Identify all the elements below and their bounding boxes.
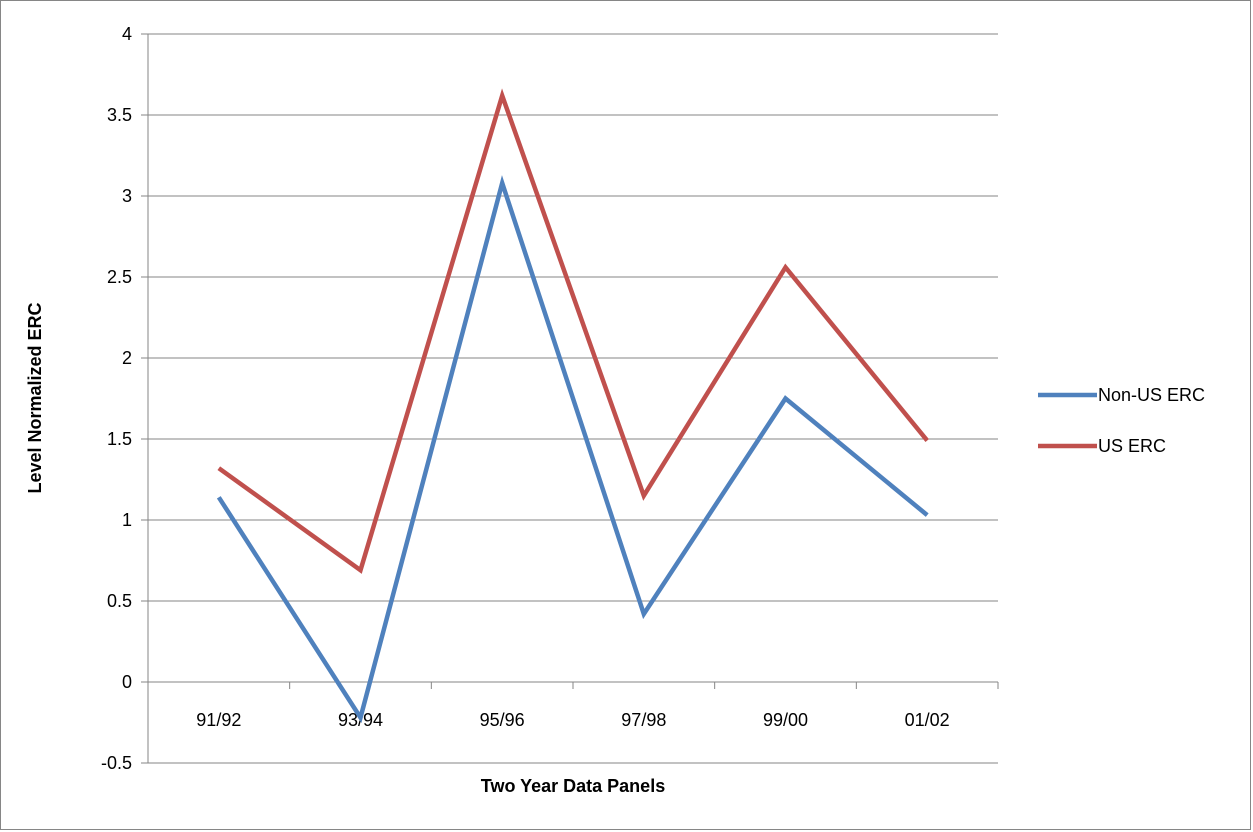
y-tick-label: 2 xyxy=(122,348,132,368)
y-tick-label: 1.5 xyxy=(107,429,132,449)
x-tick-label: 01/02 xyxy=(905,710,950,730)
y-tick-label: 3.5 xyxy=(107,105,132,125)
x-tick-label: 95/96 xyxy=(480,710,525,730)
legend-label: US ERC xyxy=(1098,436,1166,456)
y-tick-label: 4 xyxy=(122,24,132,44)
x-tick-label: 91/92 xyxy=(196,710,241,730)
series-line-non-us-erc xyxy=(216,175,929,724)
y-tick-label: 1 xyxy=(122,510,132,530)
y-tick-label: 0.5 xyxy=(107,591,132,611)
legend: Non-US ERC US ERC xyxy=(1038,385,1205,456)
gridlines xyxy=(148,33,998,764)
y-tick-label: 0 xyxy=(122,672,132,692)
y-tick-label: -0.5 xyxy=(101,753,132,773)
y-tick-label: 3 xyxy=(122,186,132,206)
y-axis-title: Level Normalized ERC xyxy=(25,302,45,493)
y-tick-label: 2.5 xyxy=(107,267,132,287)
legend-label: Non-US ERC xyxy=(1098,385,1205,405)
x-tick-label: 99/00 xyxy=(763,710,808,730)
series-line-us-erc xyxy=(217,88,929,574)
x-tick-label: 97/98 xyxy=(621,710,666,730)
series-lines xyxy=(216,88,929,724)
x-axis-title: Two Year Data Panels xyxy=(481,776,665,796)
